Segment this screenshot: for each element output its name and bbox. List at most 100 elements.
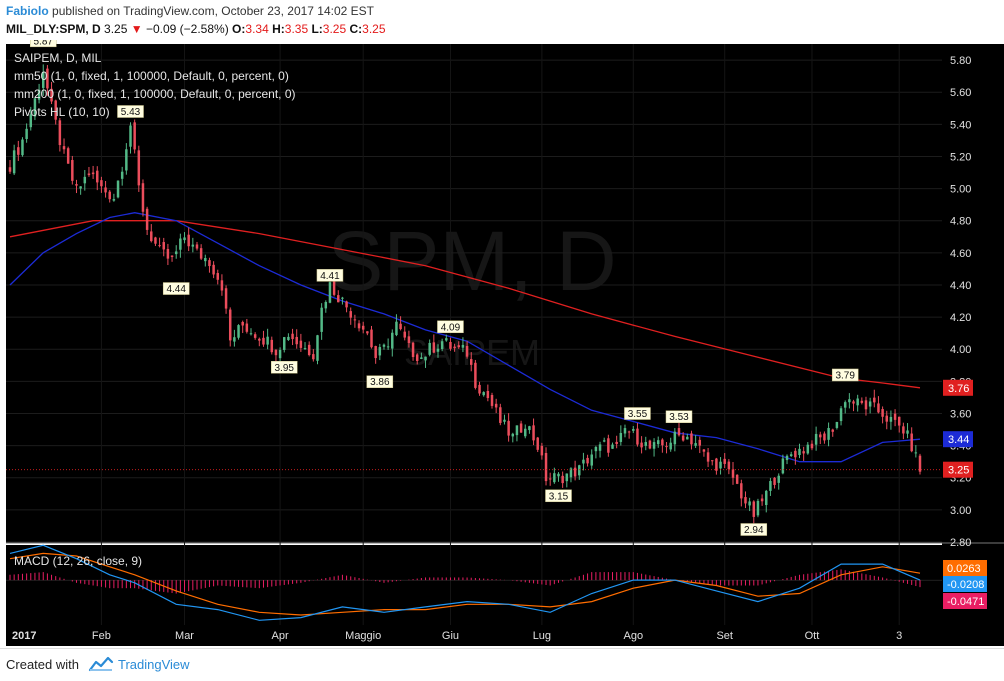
candle: [370, 325, 373, 349]
candle-body: [835, 421, 839, 428]
candle: [154, 236, 157, 247]
price-tick-label: 4.00: [950, 344, 971, 356]
candle: [519, 420, 523, 433]
candle: [295, 329, 298, 349]
candle: [166, 243, 170, 266]
candle: [62, 138, 66, 154]
candle-body: [632, 429, 635, 431]
candle: [627, 430, 631, 439]
macd-tag-value: 0.0263: [947, 563, 981, 575]
candle: [536, 436, 539, 453]
pivot-value: 3.86: [370, 377, 390, 388]
candle-body: [154, 237, 157, 244]
time-tick-label: Ago: [623, 630, 643, 642]
high-value: 3.35: [284, 22, 309, 36]
legend-pivots[interactable]: Pivots HL (10, 10): [14, 105, 110, 119]
candle: [96, 166, 99, 191]
candle-body: [565, 473, 569, 482]
time-axis[interactable]: [6, 625, 1004, 646]
high-label: H:: [272, 22, 285, 36]
candle: [594, 445, 598, 459]
candle-body: [291, 333, 294, 340]
candle-body: [690, 433, 693, 445]
candle-body: [740, 483, 743, 499]
time-tick-label: Apr: [272, 630, 289, 642]
author-link[interactable]: Fabiolo: [6, 4, 49, 18]
candle-body: [37, 89, 41, 100]
legend-ticker[interactable]: SAIPEM, D, MIL: [14, 51, 102, 65]
price-chart[interactable]: SPM, D SAIPEM 5.87 5.43 4.44 4.41 3.95 3.86 4.…: [0, 40, 1004, 646]
candle-body: [636, 428, 639, 445]
pivot-value: 5.43: [121, 107, 141, 118]
candle-body: [266, 336, 269, 345]
candle: [548, 472, 552, 486]
macd-pane[interactable]: [6, 545, 942, 625]
candle-body: [528, 426, 531, 431]
candle-body: [457, 345, 461, 348]
candle: [586, 454, 589, 467]
candle-body: [781, 458, 785, 474]
candles: [8, 64, 922, 524]
candle-body: [228, 309, 232, 341]
candle-body: [773, 477, 776, 485]
candle: [839, 406, 843, 426]
pivot-label: 4.41: [316, 269, 344, 282]
candle: [399, 316, 402, 331]
candle-body: [58, 120, 62, 146]
candle: [557, 472, 560, 482]
legend-mm50[interactable]: mm50 (1, 0, fixed, 1, 100000, Default, 0…: [14, 69, 289, 83]
pivot-label: 3.79: [831, 368, 859, 381]
tradingview-link[interactable]: TradingView: [118, 657, 190, 672]
open-label: O:: [232, 22, 246, 36]
candle: [204, 254, 207, 267]
publish-info: Fabiolo published on TradingView.com, Oc…: [6, 4, 374, 18]
candle: [619, 425, 623, 446]
candle-body: [686, 436, 689, 440]
candle: [195, 241, 199, 251]
tradingview-logo-icon[interactable]: [88, 655, 114, 673]
legend-macd[interactable]: MACD (12, 26, close, 9): [14, 554, 142, 568]
candle: [540, 442, 544, 460]
price-tick-label: 5.00: [950, 184, 971, 196]
candle: [507, 413, 510, 442]
candle: [902, 422, 905, 440]
candle: [885, 410, 889, 430]
candle: [303, 342, 307, 351]
candle-body: [819, 434, 822, 438]
candle-body: [503, 419, 506, 422]
candle: [395, 314, 398, 337]
candle-body: [287, 336, 290, 341]
candle: [744, 491, 747, 509]
candle-body: [789, 454, 793, 457]
candle-body: [760, 498, 764, 502]
candle: [823, 431, 826, 444]
candle: [694, 435, 697, 448]
price-axis[interactable]: [942, 44, 1004, 625]
candle-body: [25, 128, 28, 140]
pivot-label: 2.94: [740, 523, 768, 536]
candle-body: [885, 415, 889, 422]
price-tags: 3.76 3.44 3.25: [6, 379, 973, 478]
candle: [361, 321, 365, 334]
candle: [345, 300, 348, 313]
candle-body: [133, 122, 136, 150]
time-tick-label: 3: [896, 630, 902, 642]
candle-body: [158, 245, 161, 247]
symbol-name[interactable]: MIL_DLY:SPM, D: [6, 22, 101, 36]
candle-body: [578, 465, 581, 476]
close-label: C:: [349, 22, 363, 36]
legend-mm200[interactable]: mm200 (1, 0, fixed, 1, 100000, Default, …: [14, 87, 296, 101]
candle-body: [856, 398, 859, 406]
pivot-label: 5.87: [29, 40, 57, 47]
candle-body: [241, 321, 244, 326]
symbol-info: MIL_DLY:SPM, D 3.25 ▼ −0.09 (−2.58%) O:3…: [6, 22, 386, 36]
candle-body: [436, 348, 440, 352]
candle-body: [602, 440, 606, 442]
candle-body: [295, 336, 298, 345]
candle-body: [860, 400, 864, 403]
candle-body: [474, 362, 477, 388]
candle: [698, 436, 702, 454]
down-arrow-icon: ▼: [130, 22, 143, 36]
candle: [316, 334, 319, 365]
macd-tag-value: -0.0471: [947, 596, 984, 608]
